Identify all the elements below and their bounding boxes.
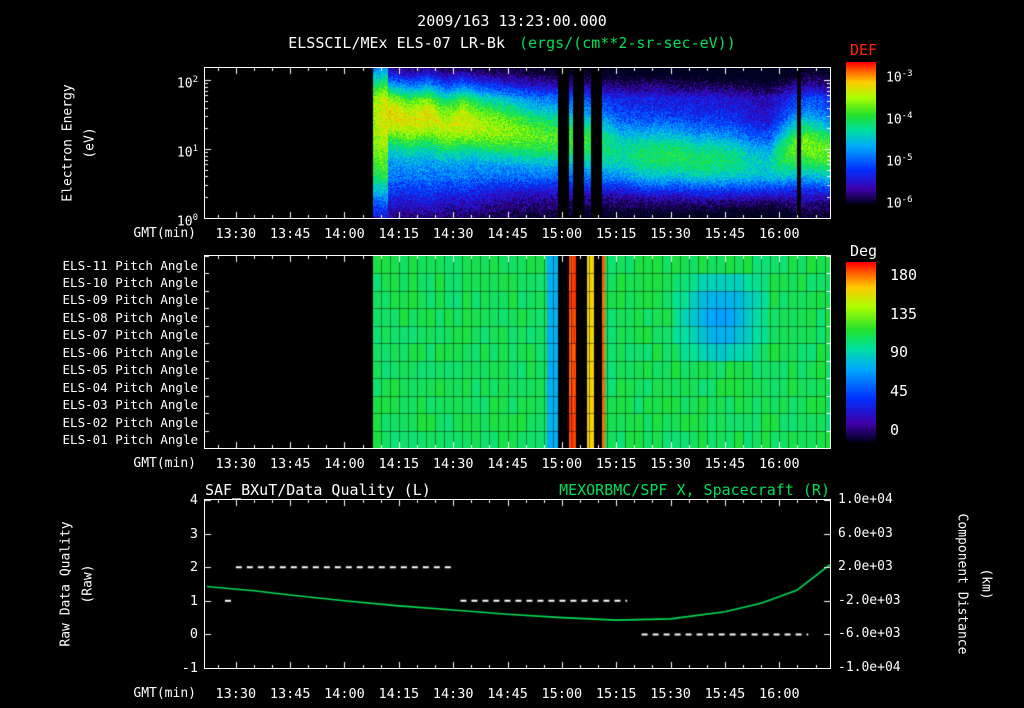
raw-quality-axis-label: Raw Data Quality xyxy=(58,521,74,647)
pitch-row-label: ELS-04 Pitch Angle xyxy=(62,379,198,395)
x-tick-label: 15:00 xyxy=(541,226,583,242)
def-colorbar-tick: 10-5 xyxy=(886,153,913,170)
x-tick-label: 15:45 xyxy=(704,456,746,472)
x-tick-label: 16:00 xyxy=(758,226,800,242)
electron-energy-axis-label: Electron Energy xyxy=(60,84,76,202)
deg-colorbar-tick: 180 xyxy=(890,266,918,284)
pitch-row-label: ELS-08 Pitch Angle xyxy=(62,309,198,325)
title-units: (ergs/(cm**2-sr-sec-eV)) xyxy=(519,34,736,52)
quality-distance-plot-canvas xyxy=(204,499,831,669)
component-distance-axis-label: Component Distance xyxy=(954,513,970,655)
quality-axis-tick: 3 xyxy=(189,525,198,542)
x-tick-label: 14:00 xyxy=(324,686,365,702)
distance-axis-tick: -2.0e+03 xyxy=(838,592,901,608)
bottom-right-title: MEXORBMC/SPF X, Spacecraft (R) xyxy=(559,481,830,499)
gmt-axis-label: GMT(min) xyxy=(133,226,196,241)
quality-axis-tick: 0 xyxy=(189,626,198,643)
def-colorbar xyxy=(846,62,876,204)
x-tick-label: 16:00 xyxy=(758,686,800,702)
pitch-row-label: ELS-05 Pitch Angle xyxy=(62,362,198,378)
x-tick-label: 14:15 xyxy=(378,226,420,242)
pitch-row-label: ELS-06 Pitch Angle xyxy=(62,344,198,360)
deg-colorbar-tick: 135 xyxy=(890,304,918,323)
quality-axis-tick: 1 xyxy=(189,592,198,609)
raw-quality-units-label: (Raw) xyxy=(80,564,96,604)
gmt-axis-label: GMT(min) xyxy=(133,456,196,471)
x-tick-label: 15:30 xyxy=(650,226,691,242)
energy-axis-tick: 100 xyxy=(176,213,198,230)
gmt-axis-label: GMT(min) xyxy=(133,686,196,701)
pitch-angle-heatmap-canvas xyxy=(204,255,831,449)
x-tick-label: 14:15 xyxy=(378,686,420,702)
pitch-row-label: ELS-01 Pitch Angle xyxy=(62,432,198,448)
electron-energy-units-label: (eV) xyxy=(82,127,98,159)
x-tick-label: 15:15 xyxy=(595,686,637,702)
x-tick-label: 13:30 xyxy=(215,456,257,472)
x-tick-label: 15:00 xyxy=(541,456,583,472)
x-tick-label: 15:45 xyxy=(704,686,746,702)
electron-energy-spectrogram-canvas xyxy=(204,67,831,219)
def-colorbar-label: DEF xyxy=(850,41,878,59)
quality-axis-tick: 4 xyxy=(189,492,198,508)
x-tick-label: 13:30 xyxy=(215,226,257,242)
x-tick-label: 14:30 xyxy=(432,226,474,242)
x-tick-label: 15:15 xyxy=(595,456,637,472)
distance-axis-tick: 1.0e+04 xyxy=(838,492,893,507)
x-tick-label: 14:00 xyxy=(324,456,365,472)
x-tick-label: 14:45 xyxy=(487,226,528,242)
pitch-row-label: ELS-10 Pitch Angle xyxy=(62,274,198,290)
x-tick-label: 13:45 xyxy=(269,456,311,472)
distance-axis-tick: 6.0e+03 xyxy=(838,525,893,541)
distance-axis-tick: -1.0e+04 xyxy=(838,660,901,675)
distance-axis-tick: -6.0e+03 xyxy=(838,626,901,642)
def-colorbar-tick: 10-6 xyxy=(886,195,913,212)
x-tick-label: 15:00 xyxy=(541,686,583,702)
def-colorbar-tick: 10-4 xyxy=(886,111,913,128)
x-tick-label: 14:45 xyxy=(487,456,528,472)
title-main: ELSSCIL/MEx ELS-07 LR-Bk xyxy=(288,34,505,52)
x-tick-label: 15:30 xyxy=(650,686,691,702)
component-distance-units-label: (km) xyxy=(978,568,994,600)
pitch-row-label: ELS-11 Pitch Angle xyxy=(62,257,198,273)
x-tick-label: 13:45 xyxy=(269,226,311,242)
quality-axis-tick: -1 xyxy=(181,660,198,676)
deg-colorbar-tick: 90 xyxy=(890,343,909,362)
energy-axis-tick: 102 xyxy=(176,75,198,92)
x-tick-label: 15:15 xyxy=(595,226,637,242)
x-tick-label: 14:45 xyxy=(487,686,528,702)
x-tick-label: 13:45 xyxy=(269,686,311,702)
x-tick-label: 14:00 xyxy=(324,226,365,242)
deg-colorbar xyxy=(846,262,876,442)
plot-title: ELSSCIL/MEx ELS-07 LR-Bk (ergs/(cm**2-sr-… xyxy=(0,35,1024,51)
energy-axis-tick: 101 xyxy=(176,144,198,161)
def-colorbar-tick: 10-3 xyxy=(886,69,913,86)
quality-axis-tick: 2 xyxy=(189,559,198,576)
pitch-row-label: ELS-02 Pitch Angle xyxy=(62,414,198,430)
deg-colorbar-label: Deg xyxy=(850,242,878,260)
pitch-row-label: ELS-03 Pitch Angle xyxy=(62,397,198,413)
title-date: 2009/163 13:23:00.000 xyxy=(417,12,607,30)
pitch-row-label: ELS-09 Pitch Angle xyxy=(62,292,198,308)
distance-axis-tick: 2.0e+03 xyxy=(838,559,893,575)
x-tick-label: 14:30 xyxy=(432,456,474,472)
x-tick-label: 16:00 xyxy=(758,456,800,472)
x-tick-label: 13:30 xyxy=(215,686,257,702)
bottom-panel-titles: SAF_BXuT/Data Quality (L) MEXORBMC/SPF X… xyxy=(205,482,830,498)
bottom-left-title: SAF_BXuT/Data Quality (L) xyxy=(205,481,431,499)
x-tick-label: 14:30 xyxy=(432,686,474,702)
deg-colorbar-tick: 0 xyxy=(890,420,900,439)
x-tick-label: 14:15 xyxy=(378,456,420,472)
deg-colorbar-tick: 45 xyxy=(890,382,909,401)
x-tick-label: 15:45 xyxy=(704,226,746,242)
x-tick-label: 15:30 xyxy=(650,456,691,472)
pitch-row-label: ELS-07 Pitch Angle xyxy=(62,327,198,343)
